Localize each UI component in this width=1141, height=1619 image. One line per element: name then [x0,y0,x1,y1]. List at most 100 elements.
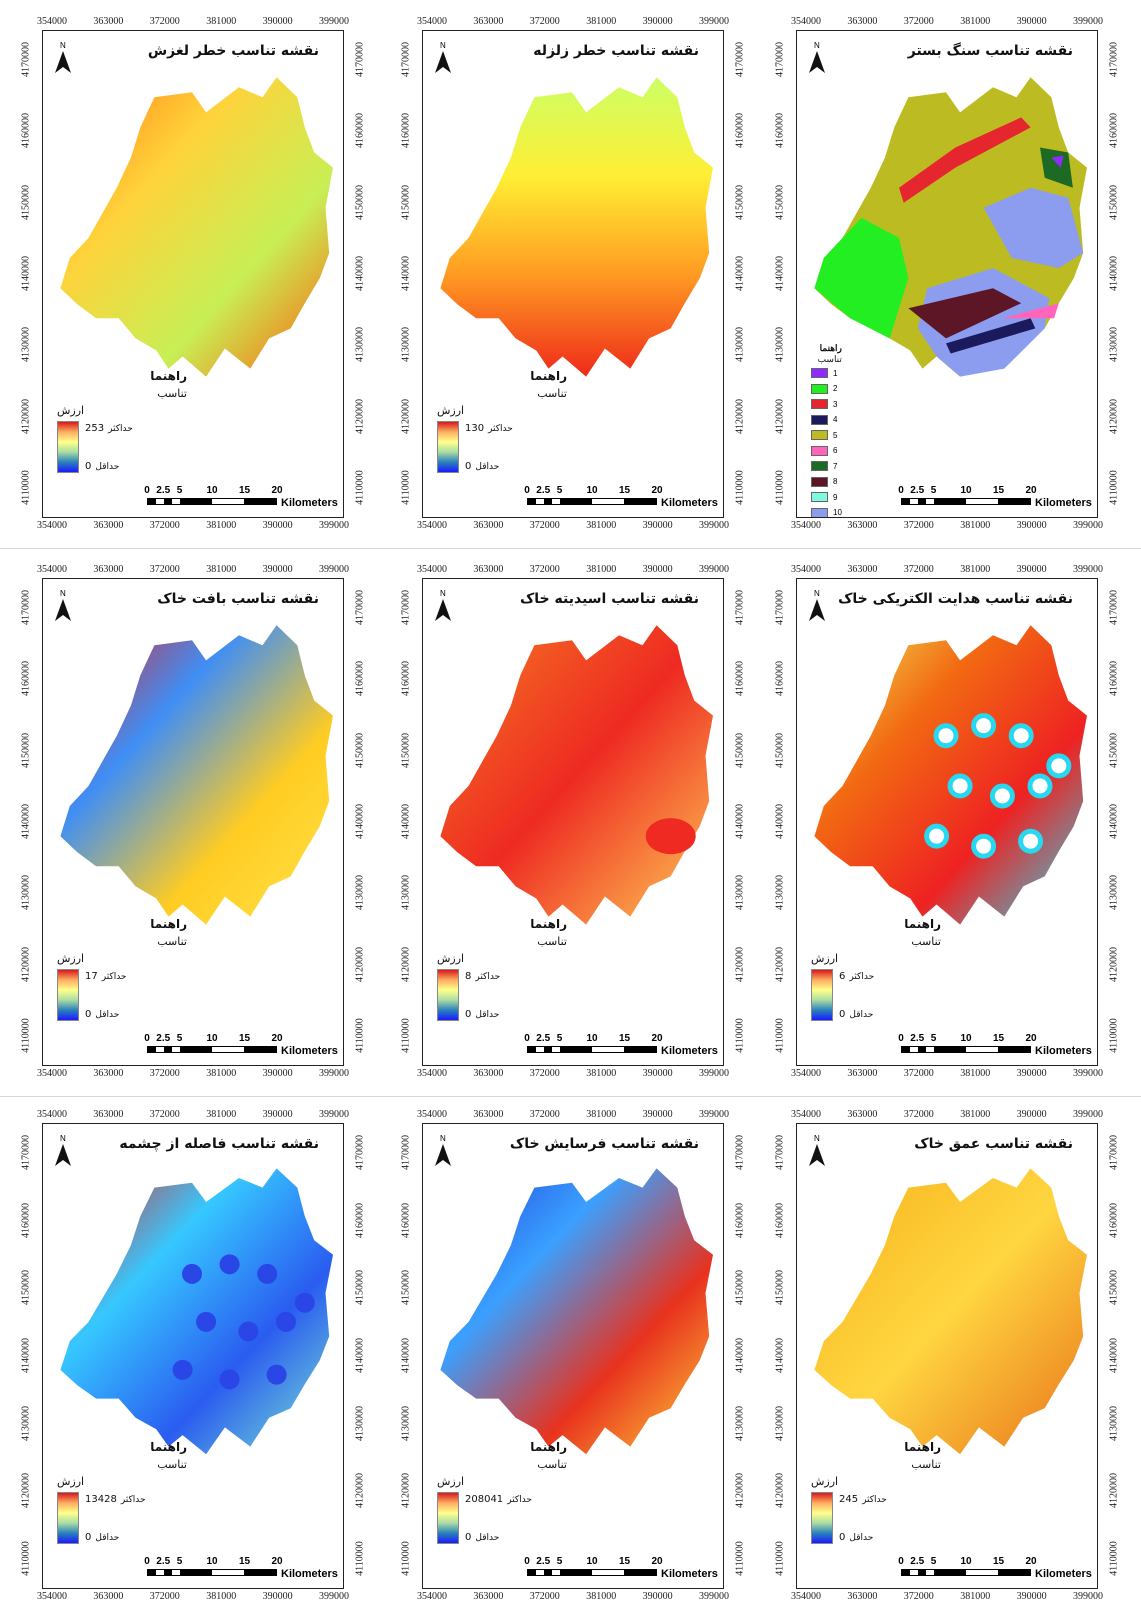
y-tick-label: 4110000 [734,470,746,505]
x-tick-label: 381000 [586,564,617,575]
x-tick-label: 381000 [960,520,991,531]
scale-bar: 0 2.5 5 10 15 20 Kilometers [144,1556,343,1580]
x-tick-label: 354000 [791,564,821,575]
x-tick-label: 390000 [262,520,293,531]
legend-min-prefix: حداقل [849,1010,874,1020]
scale-segment [156,1570,164,1575]
scale-tick-label: 2.5 [156,1556,171,1567]
north-letter: N [60,1134,66,1143]
legend-gradient-wrap: 130 حداکثر 0 حداقل [437,421,567,475]
legend-gradient-wrap: 13428 حداکثر 0 حداقل [57,1492,187,1546]
scale-segment [544,499,552,504]
scale-bar-ticks: 0 2.5 5 10 15 20 [524,485,723,498]
x-tick-label: 354000 [417,564,447,575]
legend-swatch [811,492,828,503]
y-tick-label: 4150000 [734,1270,746,1306]
scale-tick-label: 0 [524,485,530,496]
legend-value-label: ارزش [57,1475,85,1488]
x-tick-label: 363000 [847,564,878,575]
x-tick-label: 390000 [642,1068,673,1079]
legend-min-value: 0 [85,1532,92,1543]
y-tick-label: 4170000 [20,42,32,77]
y-tick-label: 4120000 [774,946,786,982]
scale-bar: 0 2.5 5 10 15 20 Kilometers [524,485,723,509]
map-title: نقشه تناسب هدایت الکتریکی خاک [838,591,1073,607]
x-tick-label: 372000 [903,1109,934,1120]
x-tick-label: 399000 [319,564,349,575]
scale-tick-label: 5 [930,485,937,496]
x-tick-label: 381000 [206,1591,237,1602]
map-title: نقشه تناسب بافت خاک [157,591,319,607]
y-tick-label: 4170000 [1108,1135,1120,1170]
y-tick-label: 4140000 [400,1338,412,1373]
scale-unit: Kilometers [661,1045,718,1057]
y-tick-label: 4170000 [774,1135,786,1170]
x-tick-label: 381000 [586,1591,617,1602]
x-tick-label: 354000 [791,1068,821,1079]
scale-tick-label: 5 [930,1033,937,1044]
bedrock-class-area [1040,147,1073,188]
y-tick-label: 4170000 [354,42,366,77]
legend-class-row: 5 [811,427,842,443]
scale-tick-label: 10 [586,485,598,496]
legend-subtitle: تناسب [817,354,842,365]
legend-color-ramp [57,969,79,1021]
map-title: نقشه تناسب اسیدیته خاک [519,591,699,607]
x-tick-label: 399000 [1073,520,1103,531]
scale-tick-label: 20 [271,1556,283,1567]
legend-title: راهنما [530,1440,567,1454]
x-tick-label: 354000 [791,1591,821,1602]
scale-segment [536,1570,544,1575]
y-tick-label: 4130000 [20,327,32,363]
scale-tick-label: 2.5 [156,485,171,496]
legend-min-value: 0 [839,1009,846,1020]
scale-segment [910,1570,918,1575]
y-tick-label: 4110000 [774,1018,786,1053]
x-tick-label: 399000 [699,16,729,27]
y-tick-label: 4110000 [354,470,366,505]
scale-segment [918,1047,926,1052]
x-tick-label: 354000 [791,16,821,27]
y-tick-label: 4120000 [734,398,746,434]
x-tick-label: 399000 [1073,1109,1103,1120]
y-tick-label: 4150000 [20,732,32,768]
scale-tick-label: 15 [992,485,1005,496]
legend-subtitle: تناسب [157,935,187,948]
y-tick-label: 4160000 [20,113,32,149]
legend-value-label: ارزش [811,1475,839,1488]
scale-segment [560,1047,592,1052]
legend-min-value: 0 [85,1009,92,1020]
map-panel-landslide: 354000 354000 363000 363000 372000 372000 3810… [8,8,370,540]
x-tick-label: 363000 [847,1109,878,1120]
y-tick-label: 4120000 [354,398,366,434]
legend-value-label: ارزش [811,952,839,965]
spot [1008,723,1034,749]
legend-max-prefix: حداکثر [475,972,501,982]
scale-segment [910,499,918,504]
y-tick-label: 4150000 [400,1270,412,1306]
map-panel-spring_distance: 354000 354000 363000 363000 372000 372000 3810… [8,1101,370,1611]
map-surface [60,625,334,925]
x-tick-label: 381000 [206,564,237,575]
scale-segment [180,1570,212,1575]
legend-swatch [811,399,828,410]
map-title: نقشه تناسب سنگ بستر [907,43,1073,59]
legend-class-label: 2 [833,384,838,394]
legend-max: 130 حداکثر [465,423,513,434]
map-legend: راهنما تناسب ارزش 8 حداکثر 0 حداقل [437,917,567,1023]
legend-color-ramp [437,1492,459,1544]
y-tick-label: 4130000 [400,1405,412,1441]
scale-tick-label: 5 [176,1033,183,1044]
scale-tick-label: 10 [960,485,972,496]
legend-class-label: 9 [833,492,838,502]
x-tick-label: 372000 [529,16,560,27]
scale-segment [180,1047,212,1052]
x-tick-label: 363000 [473,1109,504,1120]
y-tick-label: 4150000 [400,184,412,220]
scale-tick-label: 2.5 [536,485,551,496]
x-tick-label: 381000 [586,16,617,27]
map-panel-soil_depth: 354000 354000 363000 363000 372000 372000 3810… [762,1101,1124,1611]
y-tick-label: 4110000 [1108,1018,1120,1053]
north-arrow-icon: N [433,1134,453,1168]
north-letter: N [814,1134,820,1143]
